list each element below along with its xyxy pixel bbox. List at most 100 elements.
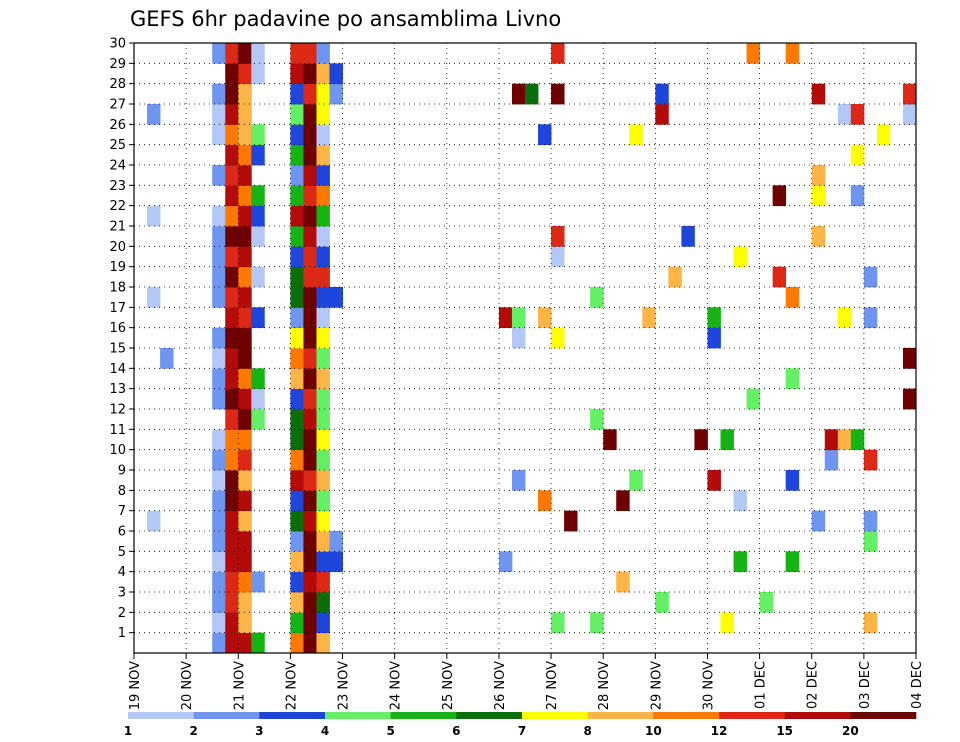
heatmap-cell: [251, 368, 265, 390]
y-tick-label: 28: [109, 77, 126, 92]
heatmap-cell: [212, 612, 226, 634]
heatmap-cell: [238, 246, 252, 268]
heatmap-cell: [238, 124, 252, 146]
heatmap-cell: [238, 368, 252, 390]
heatmap-cell: [212, 449, 226, 471]
heatmap-cell: [225, 266, 239, 288]
heatmap-cell: [212, 368, 226, 390]
heatmap-cell: [290, 104, 304, 125]
heatmap-cell: [850, 429, 865, 451]
heatmap-cell: [225, 429, 239, 451]
y-tick-label: 17: [109, 301, 126, 316]
y-tick-label: 5: [118, 545, 126, 560]
heatmap-cell: [850, 185, 865, 207]
heatmap-cell: [225, 124, 239, 146]
heatmap-cell: [316, 531, 330, 552]
heatmap-cells: [147, 43, 917, 654]
heatmap-cell: [733, 490, 747, 512]
heatmap-cell: [551, 327, 565, 349]
heatmap-cell: [329, 287, 343, 308]
heatmap-cell: [290, 246, 304, 268]
heatmap-cell: [290, 144, 304, 166]
heatmap-cell: [212, 165, 226, 186]
y-tick-label: 8: [118, 484, 126, 499]
y-tick-label: 4: [118, 565, 126, 580]
heatmap-cell: [147, 287, 161, 308]
heatmap-cell: [290, 185, 304, 207]
heatmap-cell: [837, 104, 852, 125]
heatmap-cell: [824, 429, 839, 451]
heatmap-cell: [225, 205, 239, 227]
x-tick-label: 20 NOV: [180, 661, 195, 710]
heatmap-cell: [212, 246, 226, 268]
heatmap-cell: [902, 104, 917, 125]
heatmap-cell: [511, 470, 526, 491]
y-tick-label: 6: [118, 525, 126, 540]
heatmap-cell: [746, 388, 760, 410]
heatmap-cell: [303, 612, 317, 634]
heatmap-cell: [238, 185, 252, 207]
heatmap-cell: [316, 287, 330, 308]
heatmap-cell: [290, 287, 304, 308]
heatmap-cell: [746, 43, 760, 64]
heatmap-cell: [316, 185, 330, 207]
heatmap-cell: [316, 510, 330, 532]
heatmap-cell: [251, 63, 265, 85]
heatmap-cell: [212, 327, 226, 349]
heatmap-cell: [303, 124, 317, 146]
heatmap-cell: [720, 612, 734, 634]
heatmap-cell: [590, 612, 604, 634]
heatmap-cell: [238, 388, 252, 410]
heatmap-cell: [863, 266, 878, 288]
colorbar-swatch: [193, 712, 260, 719]
heatmap-cell: [603, 429, 617, 451]
x-tick-label: 22 NOV: [284, 661, 299, 710]
heatmap-cell: [785, 287, 800, 308]
heatmap-cell: [511, 327, 526, 349]
heatmap-cell: [629, 124, 643, 146]
heatmap-cell: [863, 531, 878, 552]
heatmap-cell: [225, 43, 239, 64]
heatmap-cell: [238, 205, 252, 227]
heatmap-cell: [668, 266, 682, 288]
heatmap-cell: [850, 144, 865, 166]
heatmap-cell: [811, 185, 826, 207]
heatmap-cell: [759, 592, 774, 613]
colorbar-label: 15: [776, 724, 793, 738]
heatmap-cell: [316, 124, 330, 146]
heatmap-cell: [303, 246, 317, 268]
heatmap-cell: [238, 551, 252, 573]
heatmap-cell: [316, 104, 330, 125]
heatmap-cell: [642, 307, 656, 329]
heatmap-cell: [316, 429, 330, 451]
heatmap-cell: [238, 510, 252, 532]
heatmap-cell: [772, 266, 787, 288]
colorbar-swatch: [850, 712, 917, 719]
heatmap-cell: [225, 307, 239, 329]
heatmap-cell: [902, 348, 917, 369]
grid-lines: [134, 43, 916, 653]
heatmap-cell: [225, 83, 239, 105]
y-tick-label: 11: [109, 423, 126, 438]
heatmap-cell: [290, 429, 304, 451]
heatmap-cell: [225, 531, 239, 552]
heatmap-cell: [538, 490, 552, 512]
heatmap-cell: [251, 144, 265, 166]
heatmap-cell: [902, 388, 917, 410]
x-tick-label: 02 DEC: [806, 661, 821, 709]
heatmap-cell: [303, 510, 317, 532]
y-tick-label: 7: [118, 504, 126, 519]
heatmap-cell: [225, 165, 239, 186]
chart-title: GEFS 6hr padavine po ansamblima Livno: [130, 7, 561, 31]
heatmap-cell: [238, 571, 252, 593]
x-tick-label: 23 NOV: [337, 661, 352, 710]
y-tick-label: 13: [109, 382, 126, 397]
heatmap-cell: [590, 287, 604, 308]
x-tick-label: 21 NOV: [232, 661, 247, 710]
heatmap-cell: [329, 83, 343, 105]
heatmap-cell: [225, 612, 239, 634]
x-tick-label: 01 DEC: [754, 661, 769, 709]
heatmap-cell: [811, 510, 826, 532]
heatmap-cell: [225, 571, 239, 593]
heatmap-cell: [303, 551, 317, 573]
